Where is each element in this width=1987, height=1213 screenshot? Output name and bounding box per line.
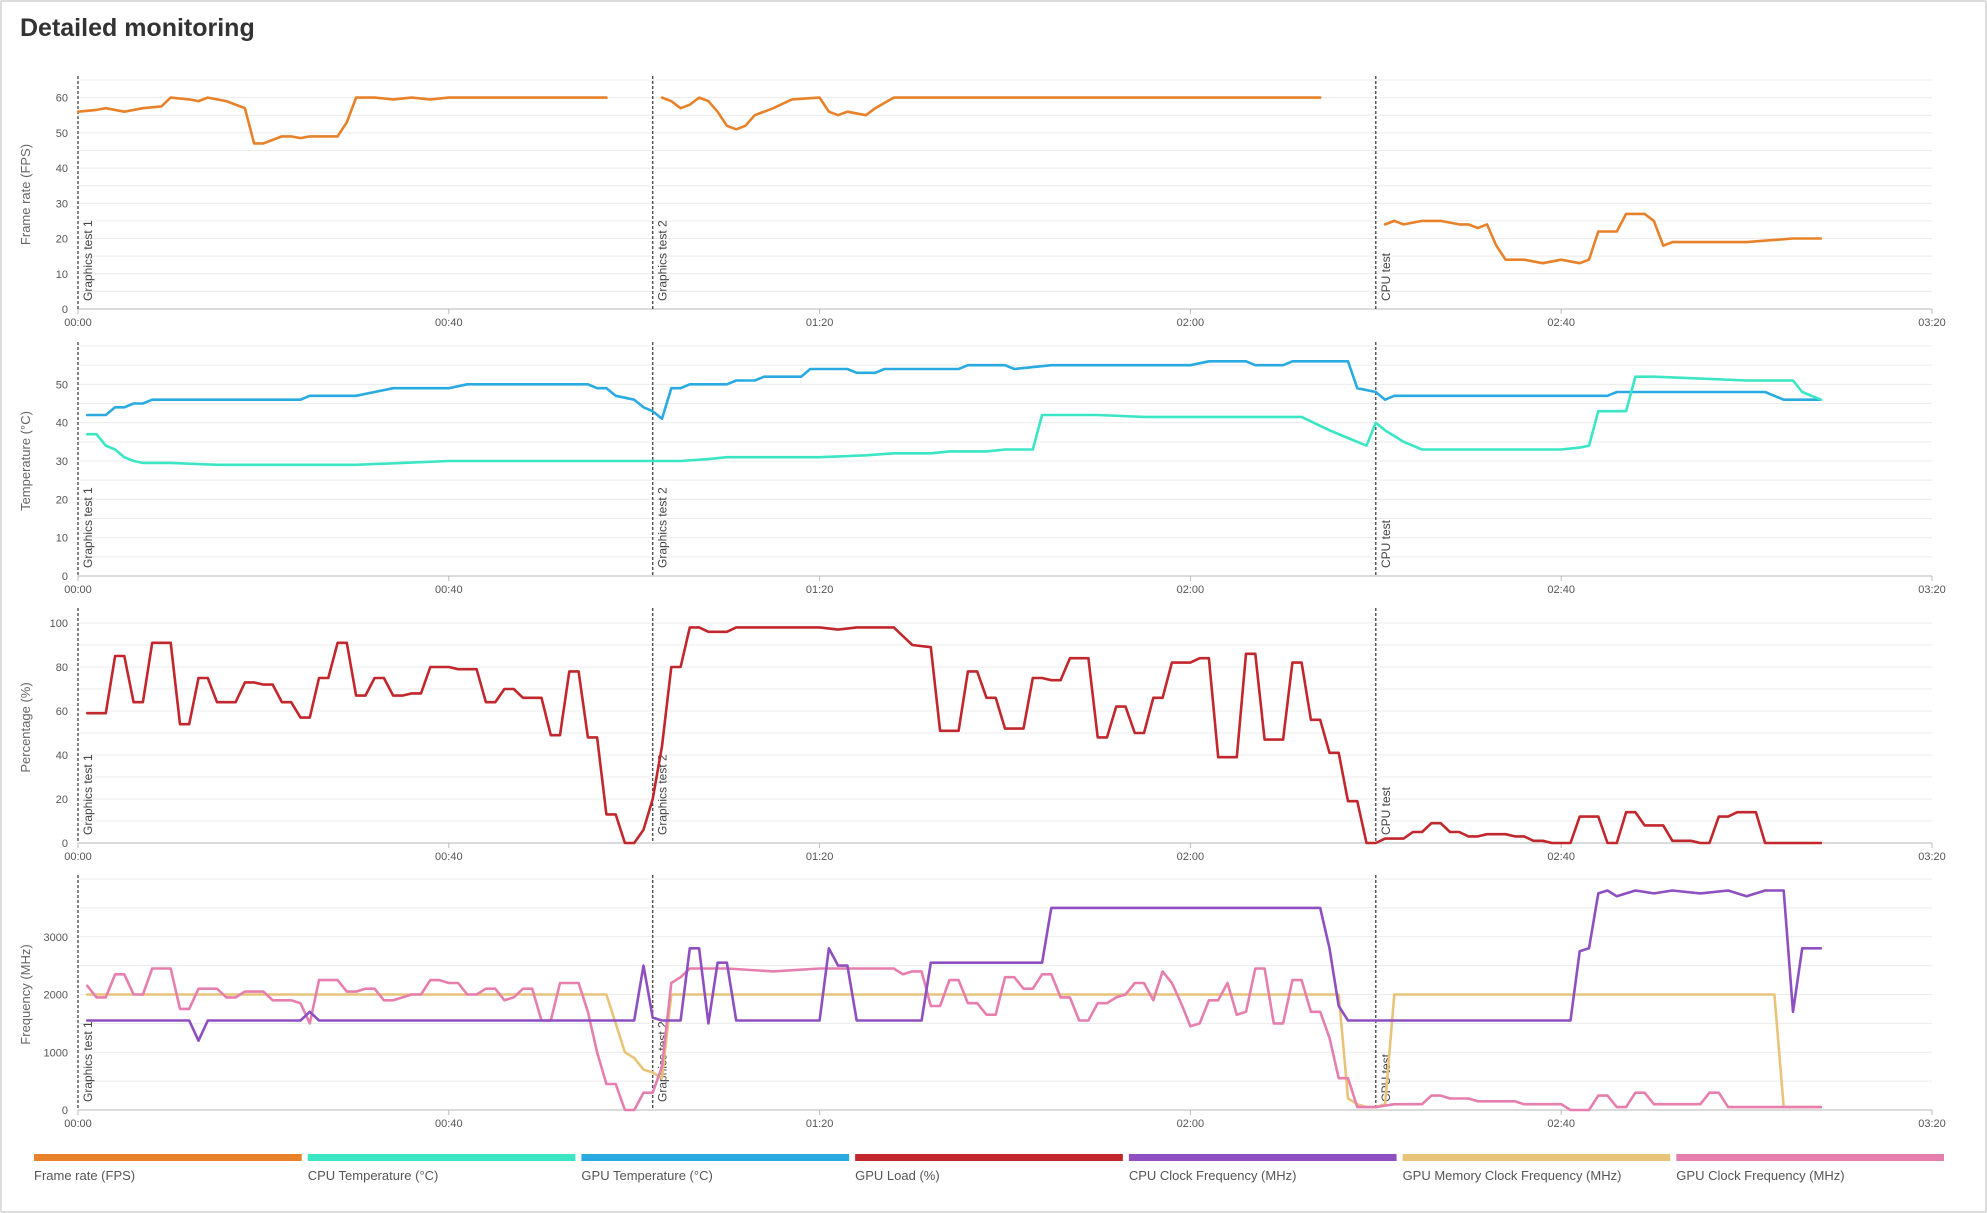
y-tick-label: 50 (56, 379, 68, 391)
y-tick-label: 40 (56, 750, 68, 762)
x-tick-label: 02:00 (1177, 584, 1205, 596)
y-tick-label: 60 (56, 706, 68, 718)
series-line-cpu-temp (86, 375, 1823, 467)
y-tick-label: 0 (62, 1105, 68, 1117)
test-marker-label: Graphics test 2 (656, 220, 670, 301)
legend-swatch (34, 1154, 302, 1161)
legend-swatch (855, 1154, 1123, 1161)
y-tick-label: 40 (56, 163, 68, 175)
y-axis-label: Frequency (MHz) (18, 944, 33, 1044)
legend-label: GPU Load (%) (855, 1168, 940, 1183)
x-tick-label: 02:40 (1547, 851, 1575, 863)
test-marker-label: CPU test (1379, 519, 1393, 568)
x-tick-label: 00:00 (64, 317, 92, 329)
y-axis-label: Temperature (°C) (18, 411, 33, 511)
y-tick-label: 0 (62, 304, 68, 316)
x-tick-label: 02:00 (1177, 1118, 1205, 1130)
legend-label: Frame rate (FPS) (34, 1168, 135, 1183)
y-tick-label: 20 (56, 234, 68, 246)
x-tick-label: 03:20 (1918, 851, 1946, 863)
series-line-gpu-clock (86, 967, 1823, 1112)
y-tick-label: 80 (56, 662, 68, 674)
series-line-fps (1383, 212, 1823, 265)
x-tick-label: 00:00 (64, 851, 92, 863)
x-tick-label: 03:20 (1918, 584, 1946, 596)
page-title: Detailed monitoring (20, 14, 255, 42)
legend-swatch (1402, 1154, 1671, 1161)
y-tick-label: 10 (56, 533, 68, 545)
test-marker-label: Graphics test 1 (81, 487, 95, 568)
x-tick-label: 02:40 (1547, 317, 1575, 329)
x-tick-label: 00:40 (435, 584, 463, 596)
y-axis-label: Frame rate (FPS) (18, 144, 33, 245)
x-tick-label: 02:40 (1547, 1118, 1575, 1130)
legend-label: GPU Temperature (°C) (581, 1168, 712, 1183)
series-line-fps (76, 96, 608, 145)
x-tick-label: 02:00 (1177, 317, 1205, 329)
x-tick-label: 01:20 (806, 1118, 834, 1130)
legend-label: GPU Clock Frequency (MHz) (1676, 1168, 1844, 1183)
legend-swatch (581, 1154, 850, 1161)
legend-swatch (307, 1154, 576, 1161)
y-tick-label: 3000 (44, 932, 68, 944)
y-tick-label: 60 (56, 93, 68, 105)
legend-swatch (1676, 1154, 1944, 1161)
test-marker-label: Graphics test 1 (81, 220, 95, 301)
test-marker-label: Graphics test 1 (81, 1021, 95, 1102)
test-marker-label: CPU test (1379, 786, 1393, 835)
series-line-gpu-load (86, 626, 1823, 845)
y-tick-label: 0 (62, 571, 68, 583)
x-tick-label: 02:40 (1547, 584, 1575, 596)
y-tick-label: 20 (56, 494, 68, 506)
y-tick-label: 100 (50, 618, 68, 630)
x-tick-label: 00:00 (64, 584, 92, 596)
test-marker-label: Graphics test 1 (81, 754, 95, 835)
x-tick-label: 00:40 (435, 317, 463, 329)
y-tick-label: 0 (62, 838, 68, 850)
series-line-gpu-temp (86, 359, 1823, 421)
legend-label: CPU Clock Frequency (MHz) (1129, 1168, 1297, 1183)
test-marker-label: Graphics test 2 (656, 487, 670, 568)
series-line-cpu-clock (86, 889, 1823, 1042)
x-tick-label: 03:20 (1918, 1118, 1946, 1130)
x-tick-label: 03:20 (1918, 317, 1946, 329)
y-tick-label: 30 (56, 456, 68, 468)
legend-swatch (1128, 1154, 1397, 1161)
series-line-gpu-mem-clock (86, 993, 1823, 1109)
x-tick-label: 01:20 (806, 317, 834, 329)
x-tick-label: 01:20 (806, 584, 834, 596)
y-tick-label: 50 (56, 128, 68, 140)
x-tick-label: 00:40 (435, 851, 463, 863)
x-tick-label: 00:40 (435, 1118, 463, 1130)
x-tick-label: 00:00 (64, 1118, 92, 1130)
y-axis-label: Percentage (%) (18, 682, 33, 772)
y-tick-label: 10 (56, 269, 68, 281)
test-marker-label: Graphics test 2 (656, 754, 670, 835)
x-tick-label: 02:00 (1177, 851, 1205, 863)
legend-label: GPU Memory Clock Frequency (MHz) (1403, 1168, 1622, 1183)
y-tick-label: 20 (56, 794, 68, 806)
legend-label: CPU Temperature (°C) (308, 1168, 439, 1183)
y-tick-label: 1000 (44, 1047, 68, 1059)
test-marker-label: CPU test (1379, 252, 1393, 301)
x-tick-label: 01:20 (806, 851, 834, 863)
y-tick-label: 40 (56, 418, 68, 430)
y-tick-label: 2000 (44, 990, 68, 1002)
y-tick-label: 30 (56, 198, 68, 210)
series-line-fps (660, 96, 1322, 131)
